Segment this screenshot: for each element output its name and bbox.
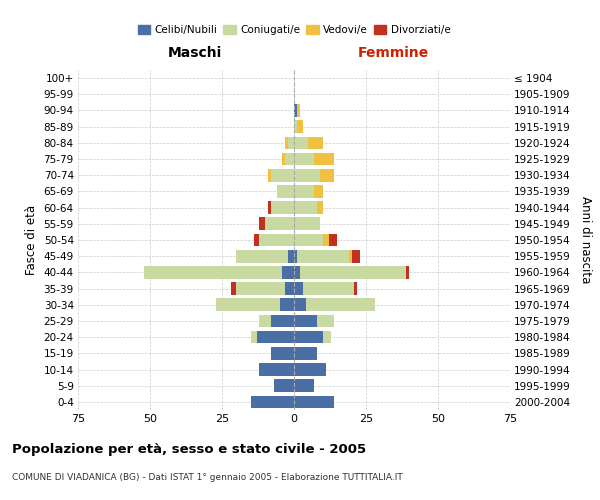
Bar xyxy=(294,136,308,149)
Bar xyxy=(308,136,323,149)
Text: Femmine: Femmine xyxy=(358,46,429,60)
Bar xyxy=(259,234,294,246)
Bar xyxy=(323,331,331,344)
Bar xyxy=(294,120,297,133)
Bar xyxy=(300,266,406,278)
Bar xyxy=(283,152,286,166)
Bar xyxy=(352,250,360,262)
Bar xyxy=(268,169,271,181)
Bar xyxy=(259,218,265,230)
Bar xyxy=(323,234,329,246)
Bar xyxy=(355,282,358,295)
Bar xyxy=(294,314,317,328)
Bar xyxy=(314,185,323,198)
Bar xyxy=(286,282,294,295)
Bar xyxy=(251,396,294,408)
Legend: Celibi/Nubili, Coniugati/e, Vedovi/e, Divorziati/e: Celibi/Nubili, Coniugati/e, Vedovi/e, Di… xyxy=(133,21,455,39)
Bar xyxy=(294,234,323,246)
Bar xyxy=(286,152,294,166)
Y-axis label: Fasce di età: Fasce di età xyxy=(25,205,38,275)
Bar xyxy=(294,396,334,408)
Bar xyxy=(297,250,349,262)
Y-axis label: Anni di nascita: Anni di nascita xyxy=(579,196,592,284)
Bar xyxy=(294,152,314,166)
Bar xyxy=(280,298,294,311)
Bar xyxy=(254,234,259,246)
Bar xyxy=(294,218,320,230)
Bar xyxy=(320,169,334,181)
Bar xyxy=(288,250,294,262)
Text: COMUNE DI VIADANICA (BG) - Dati ISTAT 1° gennaio 2005 - Elaborazione TUTTITALIA.: COMUNE DI VIADANICA (BG) - Dati ISTAT 1°… xyxy=(12,472,403,482)
Bar xyxy=(286,136,288,149)
Bar xyxy=(294,185,314,198)
Bar xyxy=(349,250,352,262)
Bar xyxy=(216,298,280,311)
Bar xyxy=(277,185,294,198)
Bar xyxy=(257,331,294,344)
Bar xyxy=(271,347,294,360)
Bar xyxy=(297,104,300,117)
Bar xyxy=(294,169,320,181)
Bar xyxy=(259,363,294,376)
Bar xyxy=(294,250,297,262)
Bar xyxy=(294,298,305,311)
Bar xyxy=(265,218,294,230)
Bar xyxy=(236,250,288,262)
Bar xyxy=(230,282,236,295)
Bar xyxy=(271,202,294,214)
Bar xyxy=(274,380,294,392)
Bar xyxy=(268,202,271,214)
Bar xyxy=(236,282,286,295)
Bar xyxy=(314,152,334,166)
Bar xyxy=(302,282,355,295)
Bar xyxy=(406,266,409,278)
Bar xyxy=(294,266,300,278)
Text: Maschi: Maschi xyxy=(167,46,222,60)
Bar xyxy=(259,314,271,328)
Bar xyxy=(283,266,294,278)
Bar xyxy=(317,202,323,214)
Bar xyxy=(294,104,297,117)
Bar xyxy=(294,347,317,360)
Bar xyxy=(294,202,317,214)
Bar xyxy=(251,331,257,344)
Bar xyxy=(294,380,314,392)
Bar xyxy=(271,314,294,328)
Text: Popolazione per età, sesso e stato civile - 2005: Popolazione per età, sesso e stato civil… xyxy=(12,442,366,456)
Bar xyxy=(294,331,323,344)
Bar xyxy=(305,298,374,311)
Bar xyxy=(288,136,294,149)
Bar xyxy=(317,314,334,328)
Bar xyxy=(144,266,283,278)
Bar xyxy=(294,363,326,376)
Bar xyxy=(271,169,294,181)
Bar xyxy=(294,282,302,295)
Bar xyxy=(329,234,337,246)
Bar xyxy=(297,120,302,133)
